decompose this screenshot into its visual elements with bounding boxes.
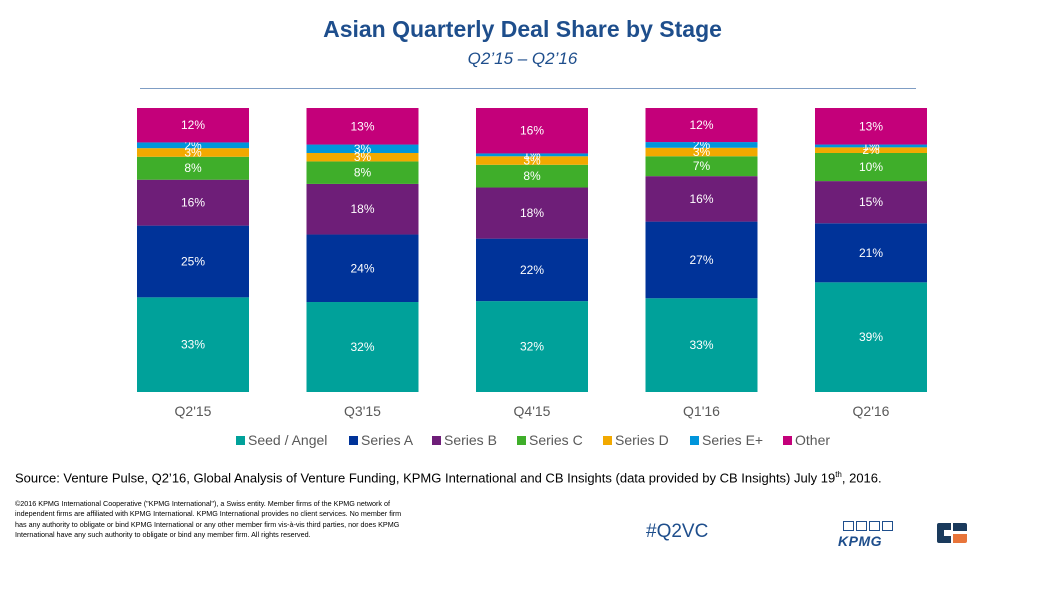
- bar-segment-series-a-3: [645, 221, 758, 299]
- bar-segment-series-c-2: [476, 164, 588, 188]
- data-label: 15%: [859, 195, 883, 209]
- bar-segment-seed-angel-0: [137, 297, 249, 392]
- data-label: 8%: [354, 166, 372, 180]
- data-label: 21%: [859, 246, 883, 260]
- legend-label: Series C: [529, 432, 583, 448]
- legend-label: Series B: [444, 432, 497, 448]
- legend-label: Series D: [615, 432, 669, 448]
- bar-segment-series-e--3: [645, 142, 758, 148]
- bar-segment-series-d-3: [645, 147, 758, 157]
- bar-segment-series-d-0: [137, 148, 249, 157]
- data-label: 18%: [520, 206, 544, 220]
- bar-segment-series-e--0: [137, 142, 249, 149]
- data-label: 3%: [523, 154, 541, 168]
- x-tick-label: Q4'15: [514, 403, 551, 419]
- x-tick-label: Q2'16: [853, 403, 890, 419]
- kpmg-logo: KPMG: [838, 521, 898, 549]
- data-label: 3%: [354, 150, 372, 164]
- bar-segment-series-d-4: [815, 147, 927, 153]
- bar-segment-seed-angel-2: [476, 301, 588, 392]
- bar-segment-series-d-1: [306, 152, 419, 162]
- data-label: 3%: [693, 145, 711, 159]
- data-label: 33%: [181, 338, 205, 352]
- chart-subtitle: Q2’15 – Q2’16: [467, 49, 578, 68]
- bar-segment-series-d-2: [476, 156, 588, 165]
- bar-segment-series-e--1: [306, 144, 419, 153]
- data-label: 13%: [859, 119, 883, 133]
- cb-insights-logo: [937, 523, 967, 543]
- data-label: 8%: [184, 161, 202, 175]
- title-divider: [140, 88, 916, 89]
- bar-segment-series-b-3: [645, 176, 758, 222]
- data-label: 12%: [689, 118, 713, 132]
- bar-segment-other-4: [815, 108, 927, 145]
- bar-segment-series-c-4: [815, 152, 927, 182]
- data-label: 16%: [520, 124, 544, 138]
- bar-segment-series-b-4: [815, 181, 927, 224]
- bar-segment-series-a-4: [815, 223, 927, 283]
- stacked-bar-chart: 33%25%16%8%3%2%12%Q2'1532%24%18%8%3%3%13…: [137, 108, 927, 448]
- bar-segment-other-3: [645, 108, 758, 143]
- data-label: 24%: [350, 261, 374, 275]
- data-label: 18%: [350, 202, 374, 216]
- legend-swatch: [690, 436, 699, 445]
- legend-swatch: [783, 436, 792, 445]
- bar-segment-series-b-0: [137, 179, 249, 226]
- legend-swatch: [517, 436, 526, 445]
- x-tick-label: Q1'16: [683, 403, 720, 419]
- data-label: 8%: [523, 169, 541, 183]
- bar-segment-series-e--2: [476, 153, 588, 157]
- bar-segment-series-a-2: [476, 238, 588, 302]
- data-label: 13%: [350, 119, 374, 133]
- data-label: 16%: [689, 192, 713, 206]
- chart-title: Asian Quarterly Deal Share by Stage: [323, 16, 722, 42]
- bar-segment-seed-angel-1: [306, 302, 419, 392]
- bar-segment-series-c-3: [645, 156, 758, 177]
- data-label: 33%: [689, 338, 713, 352]
- bar-segment-seed-angel-3: [645, 298, 758, 392]
- data-label: 32%: [520, 340, 544, 354]
- bar-segment-other-1: [306, 108, 419, 145]
- bar-segment-other-2: [476, 108, 588, 154]
- legend-swatch: [432, 436, 441, 445]
- data-label: 27%: [689, 253, 713, 267]
- legend-label: Seed / Angel: [248, 432, 327, 448]
- data-label: 3%: [354, 142, 372, 156]
- bar-segment-seed-angel-4: [815, 282, 927, 392]
- bar-segment-series-e--4: [815, 144, 927, 148]
- x-tick-label: Q2'15: [175, 403, 212, 419]
- legend-label: Series E+: [702, 432, 763, 448]
- data-label: 7%: [693, 159, 711, 173]
- bar-segment-series-c-1: [306, 161, 419, 184]
- source-note: Source: Venture Pulse, Q2’16, Global Ana…: [15, 470, 882, 486]
- x-tick-label: Q3'15: [344, 403, 381, 419]
- legend-label: Other: [795, 432, 830, 448]
- data-label: 3%: [184, 145, 202, 159]
- data-label: 10%: [859, 160, 883, 174]
- copyright-notice: ©2016 KPMG International Cooperative ("K…: [15, 499, 402, 540]
- data-label: 16%: [181, 196, 205, 210]
- data-label: 39%: [859, 330, 883, 344]
- hashtag[interactable]: #Q2VC: [646, 521, 709, 542]
- data-label: 25%: [181, 254, 205, 268]
- legend-swatch: [603, 436, 612, 445]
- bar-segment-series-c-0: [137, 156, 249, 180]
- data-label: 32%: [350, 340, 374, 354]
- bar-segment-series-b-1: [306, 183, 419, 235]
- data-label: 12%: [181, 118, 205, 132]
- bar-segment-other-0: [137, 108, 249, 143]
- bar-segment-series-a-1: [306, 234, 419, 303]
- bar-segment-series-a-0: [137, 225, 249, 298]
- legend-label: Series A: [361, 432, 414, 448]
- data-label: 22%: [520, 263, 544, 277]
- bar-segment-series-b-2: [476, 187, 588, 239]
- legend-swatch: [349, 436, 358, 445]
- legend-swatch: [236, 436, 245, 445]
